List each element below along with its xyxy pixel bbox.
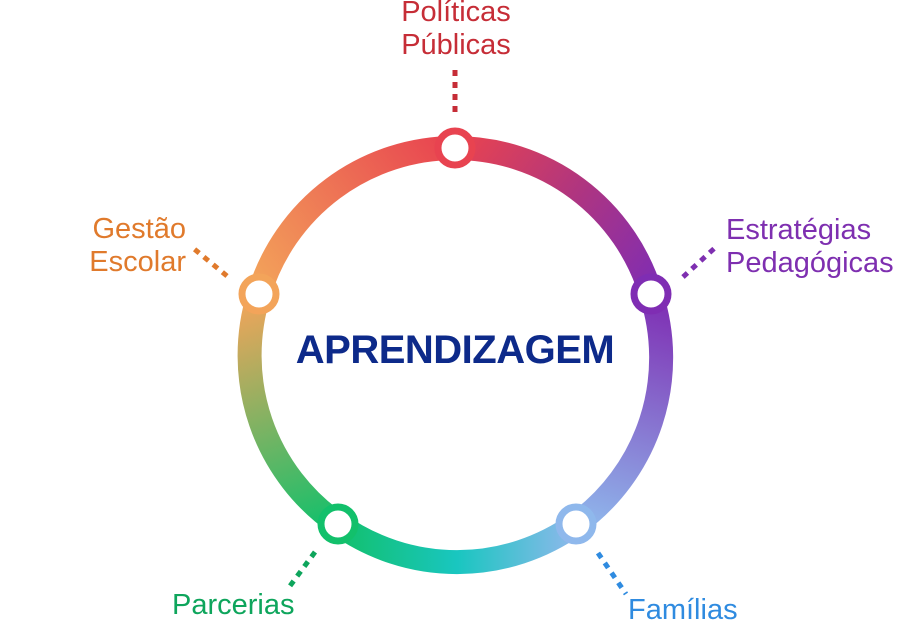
ring-arc-right [568, 290, 674, 534]
label-familias: Famílias [628, 594, 768, 627]
ring-arc-top-left [247, 136, 456, 298]
connector-parcerias [284, 550, 318, 592]
label-line: Políticas [401, 0, 511, 28]
label-line: Parcerias [172, 589, 295, 621]
node-circle-politicas-publicas [434, 127, 476, 169]
ring-arc-bottom [331, 514, 583, 575]
label-line: Públicas [401, 29, 511, 61]
label-line: Pedagógicas [726, 247, 894, 279]
node-circle-gestao-escolar [238, 273, 280, 315]
label-estrategias-pedagogicas: Estratégias Pedagógicas [726, 214, 904, 280]
connector-gestao-escolar [191, 246, 229, 278]
node-circle-familias [555, 503, 597, 545]
label-parcerias: Parcerias [172, 589, 322, 622]
ring-arc-top-right [454, 136, 663, 298]
label-politicas-publicas: Políticas Públicas [386, 0, 526, 62]
label-gestao-escolar: Gestão Escolar [66, 213, 186, 279]
label-line: Estratégias [726, 214, 872, 246]
label-line: Escolar [89, 246, 186, 278]
node-circle-parcerias [317, 503, 359, 545]
connector-familias [595, 551, 629, 596]
node-circle-estrategias-pedagogicas [630, 273, 672, 315]
center-title: APRENDIZAGEM [295, 328, 615, 372]
label-line: Gestão [92, 213, 187, 245]
ring-arc-left [237, 290, 345, 534]
label-line: Famílias [628, 594, 738, 626]
connector-estrategias-pedagogicas [681, 243, 720, 279]
